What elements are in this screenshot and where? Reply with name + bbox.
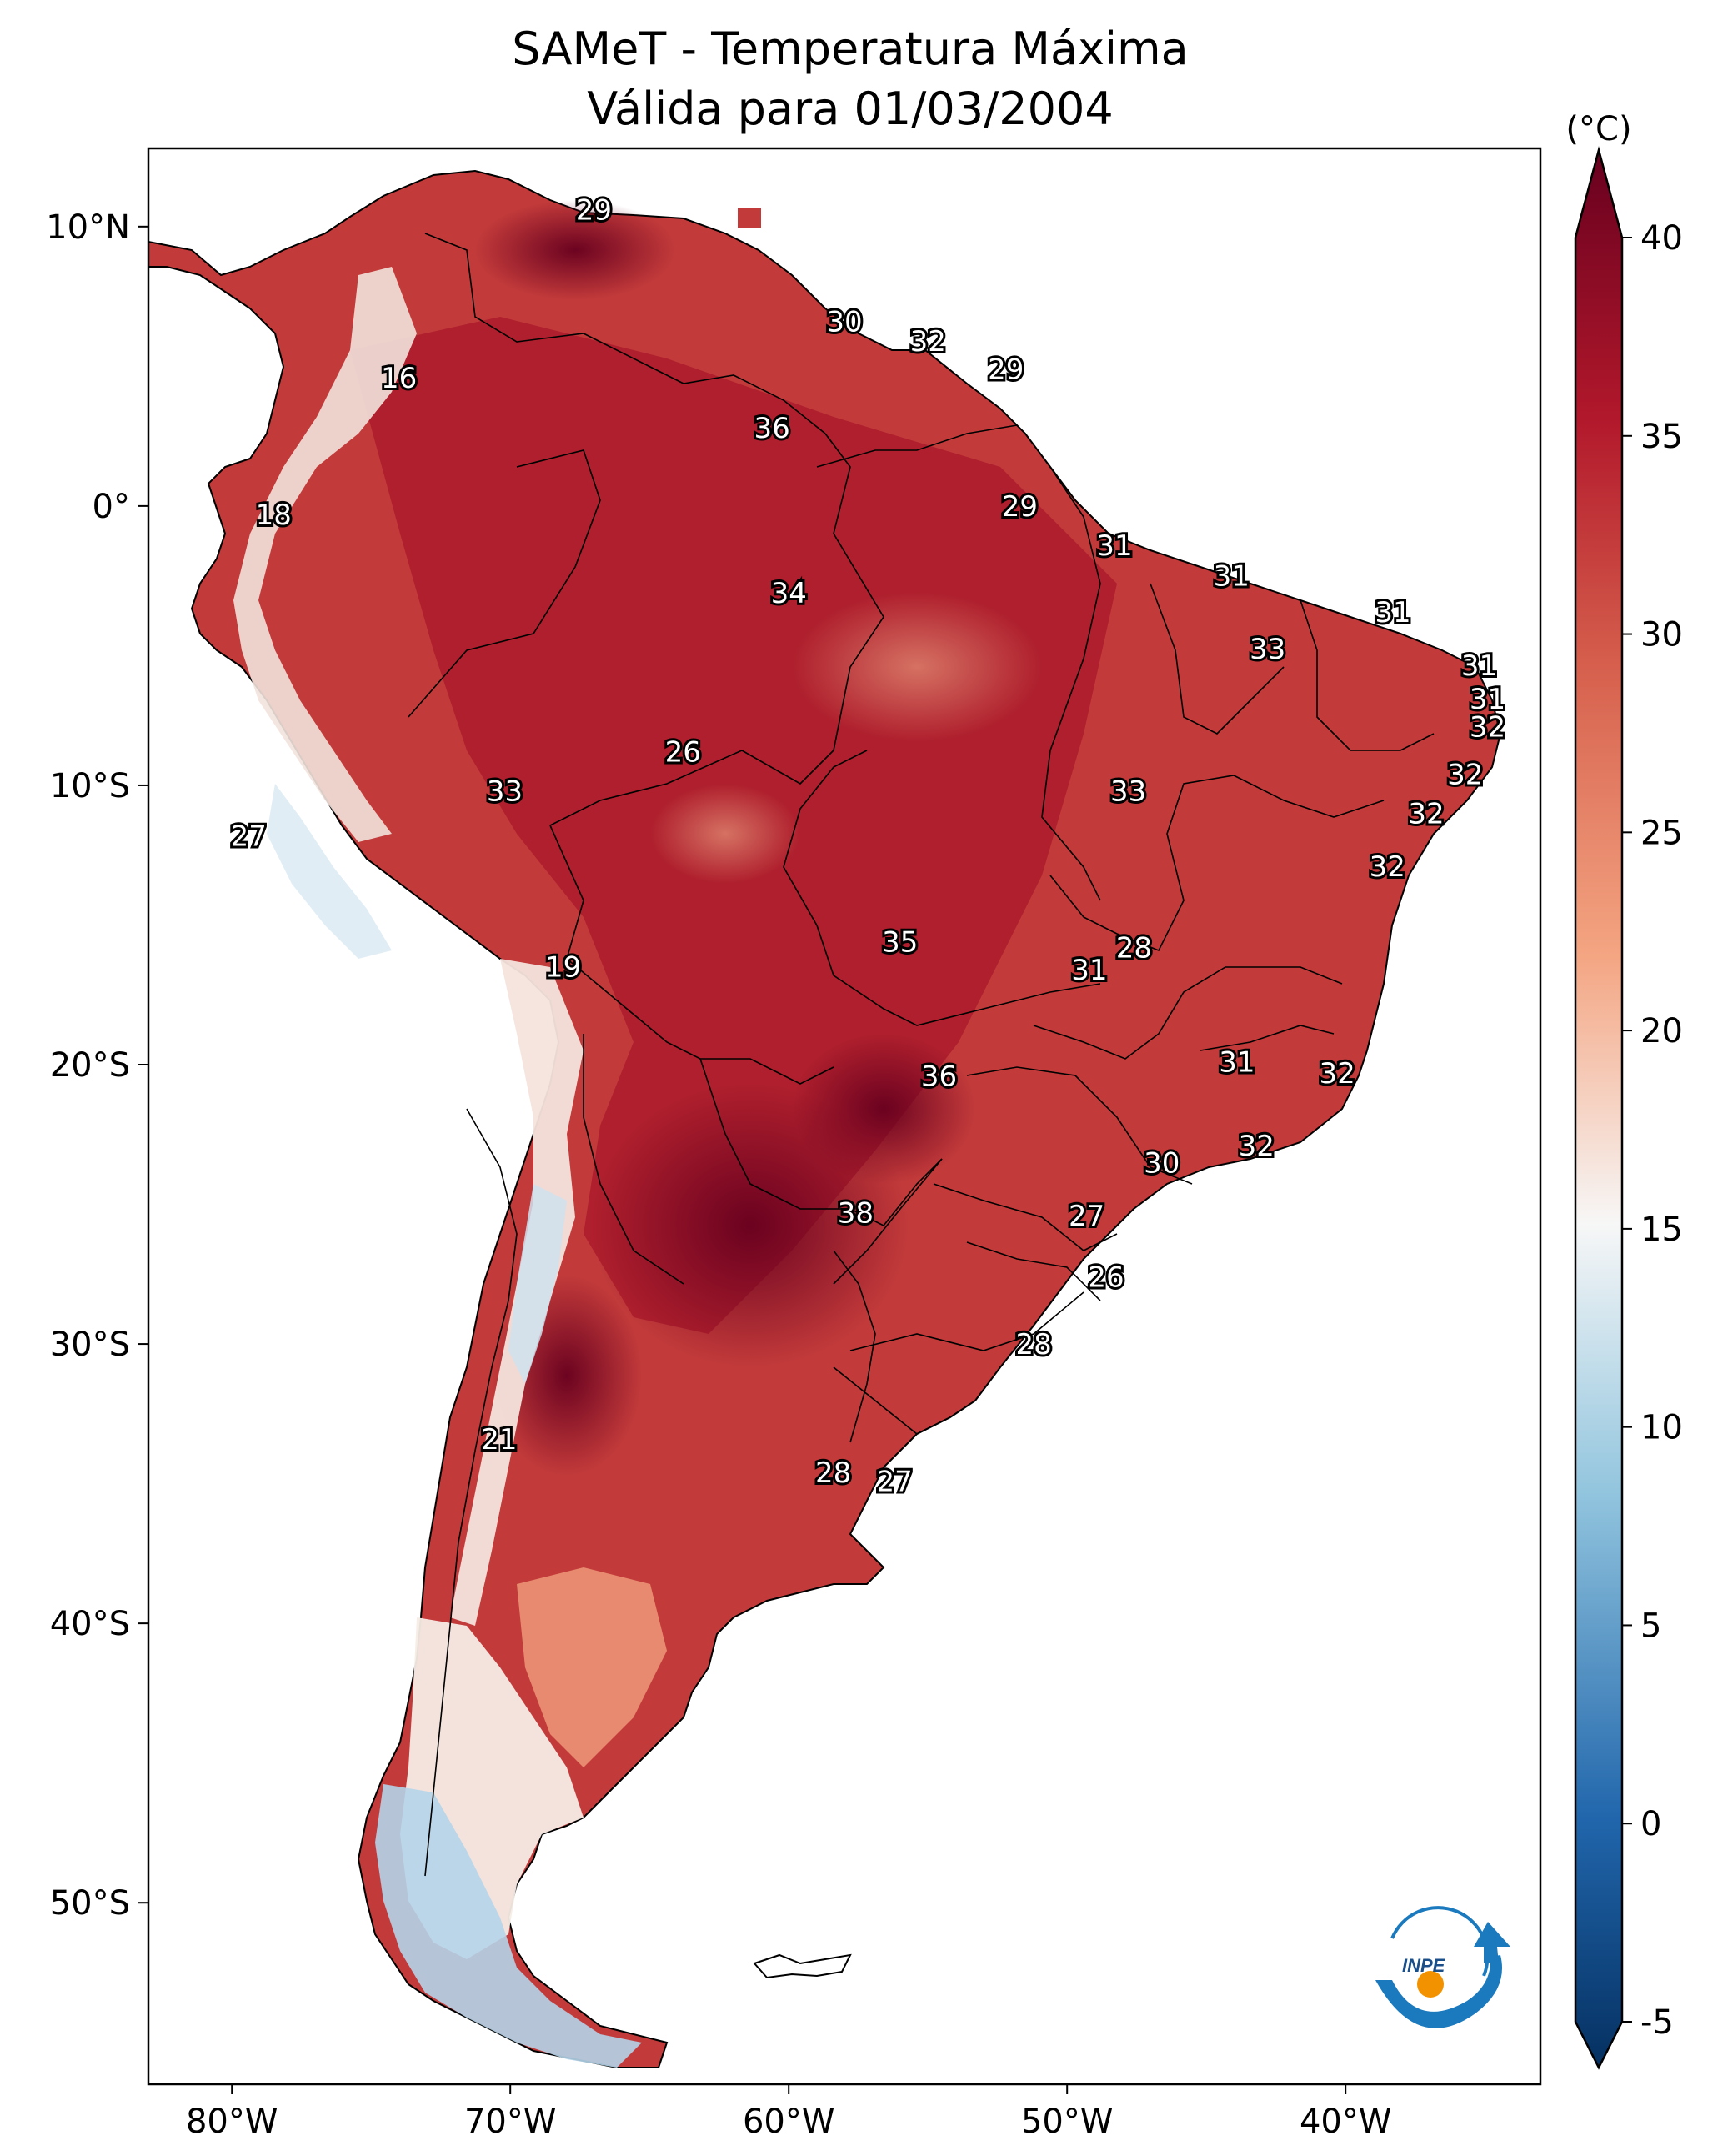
colorbar-tick-label: 10 — [1640, 1409, 1683, 1447]
lat-tick-label: 0° — [93, 488, 130, 526]
temperature-label: 32 — [1470, 711, 1505, 745]
temperature-label: 26 — [1088, 1261, 1124, 1295]
temperature-label: 33 — [1250, 633, 1285, 666]
temperature-label: 35 — [882, 926, 918, 960]
temperature-label: 28 — [1116, 931, 1152, 965]
temperature-label: 31 — [1219, 1046, 1255, 1080]
lon-tick-label: 70°W — [464, 2103, 556, 2141]
lat-tick-label: 50°S — [50, 1884, 130, 1923]
country-borders — [408, 233, 1435, 1877]
lon-tick-label: 60°W — [743, 2103, 834, 2141]
offshore-island — [738, 208, 761, 228]
temperature-label: 31 — [1375, 596, 1410, 629]
temperature-label: 33 — [1110, 775, 1146, 809]
mild-zone-para — [792, 592, 1042, 742]
temperature-label: 30 — [826, 306, 862, 339]
temperature-label: 32 — [1447, 759, 1483, 792]
temperature-label: 29 — [576, 194, 612, 228]
temperature-label: 31 — [1214, 560, 1250, 594]
patagonia-cold — [375, 1784, 642, 2068]
andes-north-cool — [233, 267, 417, 842]
latitude-axis: 10°N 0° 10°S 20°S 30°S 40°S 50°S — [46, 208, 148, 1923]
temperature-label: 27 — [1069, 1200, 1104, 1233]
colorbar-bar — [1574, 146, 1624, 2070]
temperature-label: 31 — [1461, 649, 1497, 683]
inpe-logo: INPE — [1375, 1906, 1510, 2028]
temperature-label: 26 — [665, 736, 701, 770]
colorbar-tick-label: 30 — [1640, 616, 1683, 654]
andes-central-cool — [508, 1184, 567, 1384]
hotspot-mato-grosso-sul — [792, 1034, 975, 1184]
temperature-label: 28 — [1015, 1328, 1051, 1361]
colorbar-tick-label: 40 — [1640, 219, 1683, 258]
temperature-label: 32 — [910, 325, 946, 358]
temperature-label: 28 — [815, 1457, 851, 1490]
lat-tick-label: 10°N — [46, 208, 130, 247]
logo-sun-icon — [1417, 1971, 1444, 1998]
temperature-label: 36 — [754, 412, 790, 445]
temperature-label: 34 — [771, 577, 807, 610]
map-title: SAMeT - Temperatura Máxima — [512, 23, 1189, 75]
colorbar: (°C) -5 0 5 10 15 20 25 30 35 40 — [1565, 110, 1683, 2070]
temperature-label: 32 — [1239, 1130, 1275, 1163]
temperature-label: 32 — [1370, 850, 1405, 884]
colorbar-tick-label: 25 — [1640, 814, 1683, 852]
temperature-label: 31 — [1071, 954, 1107, 987]
temperature-label: 30 — [1144, 1146, 1180, 1180]
lon-tick-label: 50°W — [1021, 2103, 1113, 2141]
lon-tick-label: 40°W — [1300, 2103, 1391, 2141]
continent-layer — [148, 169, 1502, 2068]
temperature-label: 31 — [1470, 683, 1505, 716]
patagonia-east-warm — [517, 1567, 667, 1767]
colorbar-tick-label: 15 — [1640, 1211, 1683, 1249]
colorbar-tick-label: -5 — [1640, 2003, 1674, 2042]
logo-arrow-icon — [1474, 1922, 1510, 1963]
map-subtitle: Válida para 01/03/2004 — [587, 83, 1114, 135]
temperature-label: 36 — [921, 1060, 957, 1093]
colorbar-tick-label: 20 — [1640, 1012, 1683, 1050]
lat-tick-label: 10°S — [50, 767, 130, 805]
colorbar-unit: (°C) — [1565, 110, 1631, 148]
longitude-axis: 80°W 70°W 60°W 50°W 40°W — [186, 2084, 1391, 2141]
falkland-islands — [753, 1953, 852, 1979]
temperature-label: 38 — [838, 1197, 874, 1231]
temperature-label: 29 — [988, 353, 1024, 387]
colorbar-ticks: -5 0 5 10 15 20 25 30 35 40 — [1622, 219, 1683, 2042]
temperature-label: 27 — [876, 1465, 912, 1498]
colorbar-tick-label: 0 — [1640, 1805, 1661, 1843]
map-frame — [147, 147, 1542, 2086]
temperature-label: 32 — [1320, 1057, 1355, 1091]
hotspot-venezuela — [475, 200, 675, 300]
temperature-label: 16 — [381, 362, 417, 395]
logo-swoosh — [1375, 1955, 1502, 2028]
temperature-label: 18 — [256, 499, 292, 532]
temperature-label: 32 — [1408, 797, 1444, 830]
mild-zone-rondonia — [650, 784, 800, 884]
colorbar-tick-label: 35 — [1640, 418, 1683, 456]
lat-tick-label: 30°S — [50, 1326, 130, 1364]
temperature-label: 31 — [1096, 529, 1132, 563]
temperature-label: 27 — [231, 820, 267, 853]
colorbar-tick-label: 5 — [1640, 1607, 1661, 1645]
lon-tick-label: 80°W — [186, 2103, 278, 2141]
temperature-label: 33 — [487, 775, 523, 809]
andes-peru-cool — [267, 784, 392, 959]
temperature-label: 21 — [481, 1423, 517, 1457]
temperature-label: 29 — [1002, 490, 1038, 524]
lat-tick-label: 40°S — [50, 1605, 130, 1643]
logo-text: INPE — [1402, 1955, 1446, 1976]
lat-tick-label: 20°S — [50, 1046, 130, 1085]
temperature-label: 19 — [545, 951, 581, 985]
